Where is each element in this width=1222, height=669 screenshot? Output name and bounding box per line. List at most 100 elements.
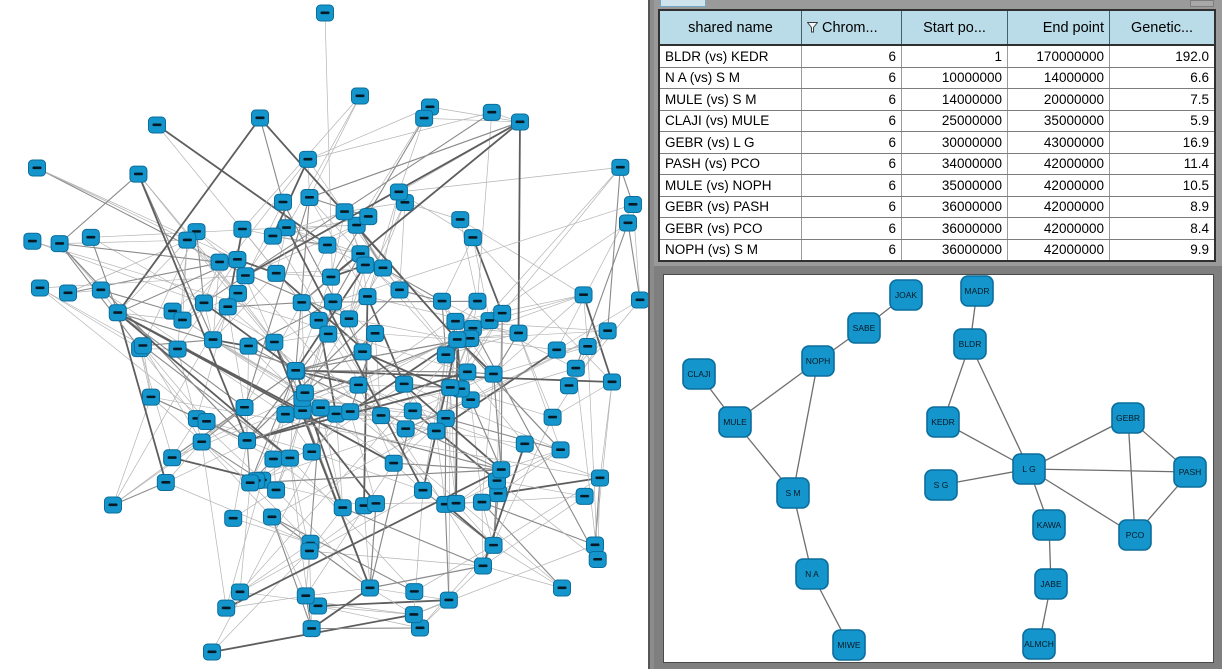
network-node[interactable]	[436, 410, 455, 428]
network-node[interactable]	[566, 359, 585, 377]
network-node[interactable]	[623, 196, 642, 214]
network-node[interactable]	[493, 304, 512, 322]
network-node[interactable]	[23, 232, 42, 250]
network-node[interactable]	[489, 485, 508, 503]
network-node[interactable]: MADR	[960, 275, 994, 307]
table-cell[interactable]: 11.4	[1183, 156, 1209, 172]
network-node[interactable]	[302, 443, 321, 461]
network-node[interactable]	[366, 325, 385, 343]
table-cell[interactable]: 6	[802, 89, 902, 110]
network-node[interactable]	[619, 214, 637, 232]
network-node[interactable]: GEBR	[1111, 402, 1145, 434]
table-tab-sliver[interactable]	[660, 0, 706, 7]
network-node[interactable]	[318, 236, 337, 254]
network-node[interactable]	[515, 435, 534, 453]
network-node[interactable]	[631, 291, 649, 309]
node-shape[interactable]	[832, 629, 866, 661]
panel-divider[interactable]	[648, 0, 654, 669]
network-node[interactable]	[598, 322, 617, 340]
network-node[interactable]	[441, 379, 460, 397]
network-node[interactable]	[197, 413, 216, 431]
network-node[interactable]	[433, 292, 452, 310]
network-node[interactable]	[446, 312, 465, 330]
network-node[interactable]	[295, 384, 314, 402]
table-row[interactable]: N A (vs) S M 6 10000000 14000000 6.6	[660, 67, 1214, 89]
network-node[interactable]: PASH	[1173, 456, 1207, 488]
network-node[interactable]	[129, 165, 148, 183]
table-cell[interactable]: 14000000	[1008, 67, 1110, 88]
network-node[interactable]	[472, 493, 491, 511]
network-node[interactable]	[296, 587, 315, 605]
network-node[interactable]	[395, 375, 414, 393]
network-node[interactable]	[588, 550, 607, 568]
network-node[interactable]	[559, 377, 578, 395]
network-node[interactable]	[251, 109, 269, 127]
table-row[interactable]: NOPH (vs) S M 6 36000000 42000000 9.9	[660, 239, 1214, 260]
network-node[interactable]	[474, 557, 492, 575]
table-cell[interactable]: GEBR (vs) PASH	[660, 196, 802, 217]
network-node[interactable]	[492, 461, 511, 479]
network-node[interactable]	[264, 450, 283, 468]
network-node[interactable]	[311, 399, 330, 417]
network-node[interactable]	[217, 599, 236, 617]
network-node[interactable]: MULE	[718, 406, 752, 438]
network-node[interactable]	[316, 4, 334, 22]
network-node[interactable]	[274, 193, 293, 211]
table-row[interactable]: GEBR (vs) PASH 6 36000000 42000000 8.9	[660, 196, 1214, 218]
table-cell[interactable]: 5.9	[1190, 113, 1209, 129]
node-shape[interactable]	[953, 328, 987, 360]
network-node[interactable]	[372, 407, 391, 425]
network-node[interactable]	[341, 403, 360, 421]
network-node[interactable]: L G	[1012, 453, 1046, 485]
network-node[interactable]	[263, 227, 282, 245]
network-node[interactable]	[340, 310, 359, 328]
network-node[interactable]	[591, 469, 609, 487]
network-node[interactable]: ALMCH	[1022, 628, 1056, 660]
network-node[interactable]	[324, 293, 342, 311]
network-node[interactable]	[373, 259, 392, 277]
table-cell[interactable]: MULE (vs) S M	[660, 89, 802, 110]
node-shape[interactable]	[801, 345, 835, 377]
network-node[interactable]	[359, 208, 378, 226]
network-node[interactable]: JOAK	[889, 279, 923, 311]
table-cell[interactable]: 6	[802, 218, 902, 239]
table-cell[interactable]: BLDR (vs) KEDR	[660, 46, 802, 67]
network-node[interactable]	[231, 583, 249, 601]
table-cell[interactable]: CLAJI (vs) MULE	[660, 110, 802, 131]
table-cell[interactable]: 1	[902, 46, 1008, 67]
network-node[interactable]	[192, 433, 211, 451]
network-node[interactable]	[390, 281, 409, 299]
network-node[interactable]	[447, 494, 466, 512]
table-cell[interactable]: 6	[802, 46, 902, 67]
network-node[interactable]: NOPH	[801, 345, 835, 377]
network-node[interactable]	[361, 579, 379, 597]
table-cell[interactable]: 35000000	[1008, 110, 1110, 131]
network-node[interactable]	[173, 311, 192, 329]
network-node[interactable]	[292, 294, 311, 312]
table-cell[interactable]: 170000000	[1008, 46, 1110, 67]
network-node[interactable]	[267, 264, 286, 282]
node-shape[interactable]	[1118, 519, 1152, 551]
network-node[interactable]	[233, 220, 252, 238]
network-node[interactable]	[31, 279, 49, 297]
network-node[interactable]	[448, 331, 467, 349]
network-node[interactable]	[178, 231, 197, 249]
table-cell[interactable]: 6	[802, 132, 902, 153]
table-cell[interactable]: 7.5	[1190, 91, 1209, 107]
network-node[interactable]	[575, 487, 594, 505]
network-node[interactable]	[356, 256, 375, 274]
network-node[interactable]: PCO	[1118, 519, 1152, 551]
network-node[interactable]	[238, 432, 257, 450]
node-shape[interactable]	[718, 406, 752, 438]
network-node[interactable]	[603, 373, 621, 391]
table-row[interactable]: CLAJI (vs) MULE 6 25000000 35000000 5.9	[660, 110, 1214, 132]
network-node[interactable]	[611, 158, 630, 176]
table-cell[interactable]: 8.4	[1190, 220, 1209, 236]
table-cell[interactable]: 43000000	[1008, 132, 1110, 153]
network-node[interactable]	[148, 116, 166, 134]
network-node[interactable]: SABE	[847, 312, 881, 344]
network-node[interactable]	[484, 365, 503, 383]
table-cell[interactable]: 14000000	[902, 89, 1008, 110]
network-node[interactable]	[204, 331, 223, 349]
network-node[interactable]	[574, 286, 593, 304]
